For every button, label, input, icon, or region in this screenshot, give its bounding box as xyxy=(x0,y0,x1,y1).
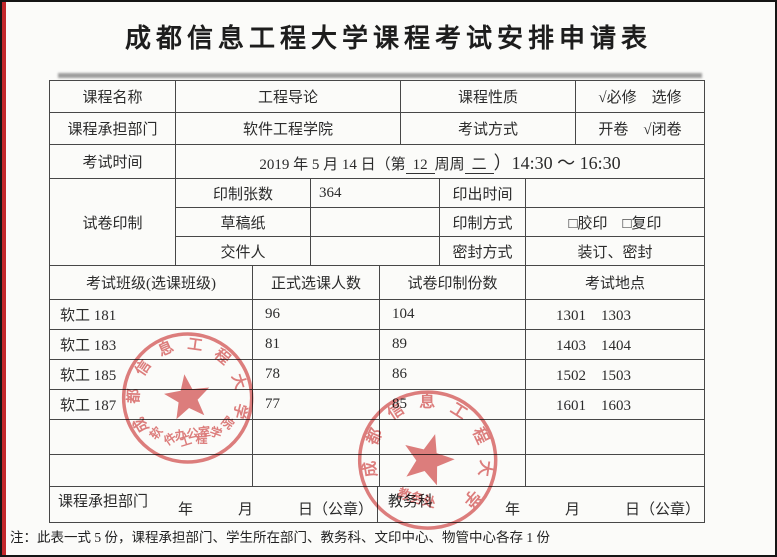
exam-weekday: 二 xyxy=(464,157,494,175)
class-copies: 86 xyxy=(379,359,526,390)
svg-text:工: 工 xyxy=(447,400,470,423)
svg-text:教务处: 教务处 xyxy=(395,485,439,511)
exam-time-suffix: ）14:30 ～ 16:30 xyxy=(493,152,621,173)
dept-label: 课程承担部门 xyxy=(49,112,176,145)
table-row: 课程名称 工程导论 课程性质 √必修 选修 xyxy=(49,80,705,113)
svg-text:息: 息 xyxy=(155,337,176,360)
exam-mode-value: 开卷 √闭卷 xyxy=(575,112,705,145)
class-copies: 104 xyxy=(379,299,526,330)
svg-text:大: 大 xyxy=(475,459,496,478)
class-header-enrolled: 正式选课人数 xyxy=(252,265,380,300)
print-sheets-label: 印制张数 xyxy=(175,178,311,208)
course-name-label: 课程名称 xyxy=(49,80,176,113)
svg-text:学: 学 xyxy=(208,423,224,441)
table-row: 课程承担部门 软件工程学院 考试方式 开卷 √闭卷 xyxy=(49,112,705,145)
class-location: 1403 1404 xyxy=(525,329,705,360)
table-row: 课程承担部门 年 月 日（公章） 教务科 年 月 日（公章） xyxy=(49,486,705,523)
class-name: 软工 181 xyxy=(49,299,253,330)
academic-affairs-stamp-svg: 成都信息工程大学教务处 xyxy=(357,390,498,530)
dept-value: 软件工程学院 xyxy=(175,112,401,145)
svg-text:成: 成 xyxy=(359,460,380,479)
office-signoff-cell: 教务科 年 月 日（公章） xyxy=(377,486,705,523)
svg-text:工: 工 xyxy=(186,337,203,355)
svg-text:办公室: 办公室 xyxy=(174,423,212,443)
dept-signoff-cell: 课程承担部门 年 月 日（公章） xyxy=(49,486,378,523)
draft-paper-label: 草稿纸 xyxy=(175,207,311,237)
class-header-copies: 试卷印制份数 xyxy=(379,265,526,300)
exam-week-number: 12 xyxy=(405,157,435,175)
print-method-label: 印制方式 xyxy=(439,207,526,237)
exam-time-table: 考试时间 2019 年 5 月 14 日（第 12 周周二）14:30 ～ 16:3… xyxy=(49,144,705,179)
svg-text:息: 息 xyxy=(419,392,435,411)
course-name-value: 工程导论 xyxy=(175,80,401,113)
svg-text:大: 大 xyxy=(228,371,250,391)
office-signoff-date: 年 月 日（公章） xyxy=(504,502,700,518)
class-location: 1601 1603 xyxy=(525,389,705,420)
class-header-name: 考试班级(选课班级) xyxy=(49,265,253,300)
class-copies: 89 xyxy=(379,329,526,360)
svg-text:学: 学 xyxy=(459,486,484,511)
class-header-row: 考试班级(选课班级) 正式选课人数 试卷印制份数 考试地点 xyxy=(49,265,705,300)
academic-affairs-stamp: 成都信息工程大学教务处 xyxy=(321,355,533,555)
course-type-label: 课程性质 xyxy=(400,80,576,113)
seal-method-value: 装订、密封 xyxy=(525,236,705,266)
exam-mode-label: 考试方式 xyxy=(400,112,576,145)
svg-text:都: 都 xyxy=(362,425,386,448)
school-office-stamp-svg: 成都信息 工程大学软件工程学院办公室 xyxy=(121,332,254,464)
svg-text:程: 程 xyxy=(469,425,492,447)
class-location xyxy=(525,419,705,455)
exam-time-label: 考试时间 xyxy=(49,144,176,179)
class-enrolled: 81 xyxy=(252,329,380,360)
table-row: 软工 187 77 85 1601 1603 xyxy=(49,389,705,420)
scan-smudge xyxy=(58,73,702,78)
class-header-location: 考试地点 xyxy=(525,265,705,300)
exam-time-prefix: 2019 年 5 月 14 日（第 xyxy=(259,156,406,173)
draft-paper-value xyxy=(310,207,440,237)
exam-time-mid: 周周 xyxy=(434,156,465,173)
dept-signoff-label: 课程承担部门 xyxy=(58,494,149,510)
class-name xyxy=(49,454,253,487)
svg-text:学: 学 xyxy=(229,402,250,421)
print-method-value: □胶印 □复印 xyxy=(525,207,705,237)
class-copies: 85 xyxy=(379,389,526,420)
class-list-table: 考试班级(选课班级) 正式选课人数 试卷印制份数 考试地点 软工 181 96 … xyxy=(49,265,705,487)
class-location xyxy=(525,454,705,487)
printing-label: 试卷印制 xyxy=(49,178,176,266)
print-sheets-value: 364 xyxy=(310,178,440,208)
table-row: 交件人 密封方式 装订、密封 xyxy=(50,236,705,266)
svg-text:程: 程 xyxy=(195,431,207,446)
course-info-table: 课程名称 工程导论 课程性质 √必修 选修 课程承担部门 软件工程学院 考试方式… xyxy=(49,80,705,145)
signoff-table: 课程承担部门 年 月 日（公章） 教务科 年 月 日（公章） xyxy=(49,486,705,523)
class-location: 1301 1303 xyxy=(525,299,705,330)
printing-table: 试卷印制 印制张数 364 印出时间 草稿纸 印制方式 □胶印 □复印 交件人 … xyxy=(49,178,705,266)
office-signoff-label: 教务科 xyxy=(388,494,434,510)
seal-method-label: 密封方式 xyxy=(439,236,526,266)
table-row: 考试时间 2019 年 5 月 14 日（第 12 周周二）14:30 ～ 16:3… xyxy=(49,144,705,179)
footnote: 注：此表一式 5 份，课程承担部门、学生所在部门、教务科、文印中心、物管中心各存… xyxy=(10,530,550,545)
class-location: 1502 1503 xyxy=(525,359,705,390)
svg-text:都: 都 xyxy=(125,388,143,405)
school-office-stamp: 成都信息工程大学软件工程学院办公室 xyxy=(97,308,278,494)
deliverer-label: 交件人 xyxy=(175,236,311,266)
class-name: 软工 185 xyxy=(49,359,253,390)
table-row xyxy=(49,419,705,455)
form-title: 成都信息工程大学课程考试安排申请表 xyxy=(124,24,652,53)
svg-text:工: 工 xyxy=(178,433,194,450)
table-row: 试卷印制 印制张数 364 印出时间 xyxy=(49,178,705,266)
deliverer-value xyxy=(310,236,440,266)
class-enrolled: 96 xyxy=(252,299,380,330)
class-name: 软工 187 xyxy=(49,389,253,420)
scan-red-edge xyxy=(2,2,6,555)
print-out-time-label: 印出时间 xyxy=(439,178,526,208)
print-out-time-value xyxy=(525,178,705,208)
svg-text:信: 信 xyxy=(384,399,408,424)
dept-signoff-date: 年 月 日（公章） xyxy=(177,502,373,518)
exam-time-value: 2019 年 5 月 14 日（第 12 周周二）14:30 ～ 16:30 xyxy=(175,144,705,179)
course-type-value: √必修 选修 xyxy=(575,80,705,113)
